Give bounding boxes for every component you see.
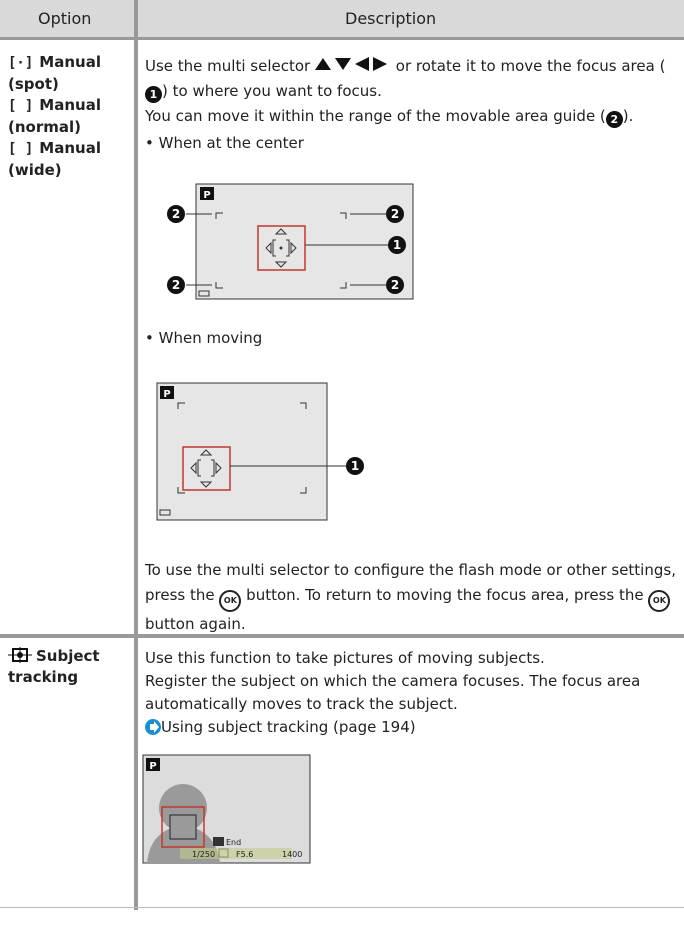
option-label: Subject tracking	[8, 647, 100, 686]
screen-text: 1/250	[192, 850, 215, 859]
text: or rotate it to move the focus area	[395, 57, 655, 75]
paragraph: Use this function to take pictures of mo…	[145, 649, 545, 667]
arrows-icon	[314, 57, 387, 71]
callout-number: 1	[393, 238, 401, 252]
header-cell: Description	[345, 9, 437, 28]
option-label: Manual (normal)	[8, 96, 101, 136]
link[interactable]: Using subject tracking (page 194)	[145, 716, 677, 739]
text: You can move it within the range of the …	[145, 107, 606, 125]
column-divider	[134, 0, 138, 910]
text: ) to where you want to focus.	[162, 82, 382, 100]
text: To use the multi selector to configure t…	[145, 561, 676, 604]
row-divider	[0, 907, 684, 908]
text: (	[659, 57, 666, 75]
text: button again.	[145, 615, 246, 633]
screen-text: 1400	[282, 850, 302, 859]
row-divider	[0, 634, 684, 638]
screen-text: End	[226, 838, 241, 847]
description-cell: Use this function to take pictures of mo…	[145, 647, 677, 739]
link-text[interactable]: Using subject tracking (page 194)	[161, 718, 416, 736]
paragraph: To use the multi selector to configure t…	[145, 558, 677, 637]
mode-label: P	[163, 389, 170, 400]
table-header: Option Description	[0, 0, 684, 40]
ok-icon: OK	[648, 590, 671, 612]
tracking-icon	[8, 647, 32, 663]
option-cell: [·] Manual (spot) [ ] Manual (normal) [ ] M…	[8, 53, 101, 179]
text: button. To return to moving the focus ar…	[246, 586, 644, 604]
mode-label: P	[149, 761, 156, 772]
text: When moving	[158, 329, 263, 347]
callout-number: 2	[391, 207, 399, 221]
option-label: Manual (spot)	[8, 53, 101, 93]
callout-number: 2	[391, 278, 399, 292]
text: Use the multi selector	[145, 57, 311, 75]
paragraph: You can move it within the range of the …	[145, 104, 677, 129]
link-icon	[145, 719, 161, 735]
text: When at the center	[158, 134, 304, 152]
screen-diagram	[142, 754, 311, 864]
bullet: • When moving	[145, 329, 263, 347]
option-label: Manual (wide)	[8, 139, 101, 179]
option-cell: Subject tracking	[8, 646, 128, 688]
callout-number: 1	[145, 86, 162, 103]
description-cell: Use the multi selector or rotate it to m…	[145, 54, 677, 156]
screen-diagram	[167, 183, 414, 300]
paragraph: Use the multi selector or rotate it to m…	[145, 54, 677, 104]
callout-number: 1	[351, 459, 359, 473]
screen-text: F5.6	[236, 850, 253, 859]
callout-number: 2	[172, 278, 180, 292]
screen-diagram	[156, 382, 364, 521]
callout-number: 2	[172, 207, 180, 221]
text: ).	[622, 107, 634, 125]
paragraph: Register the subject on which the camera…	[145, 672, 641, 713]
callout-number: 2	[605, 111, 623, 128]
mode-label: P	[203, 190, 210, 201]
bullet: • When at the center	[145, 134, 304, 152]
header-cell: Option	[38, 9, 92, 28]
ok-icon: OK	[219, 590, 242, 612]
